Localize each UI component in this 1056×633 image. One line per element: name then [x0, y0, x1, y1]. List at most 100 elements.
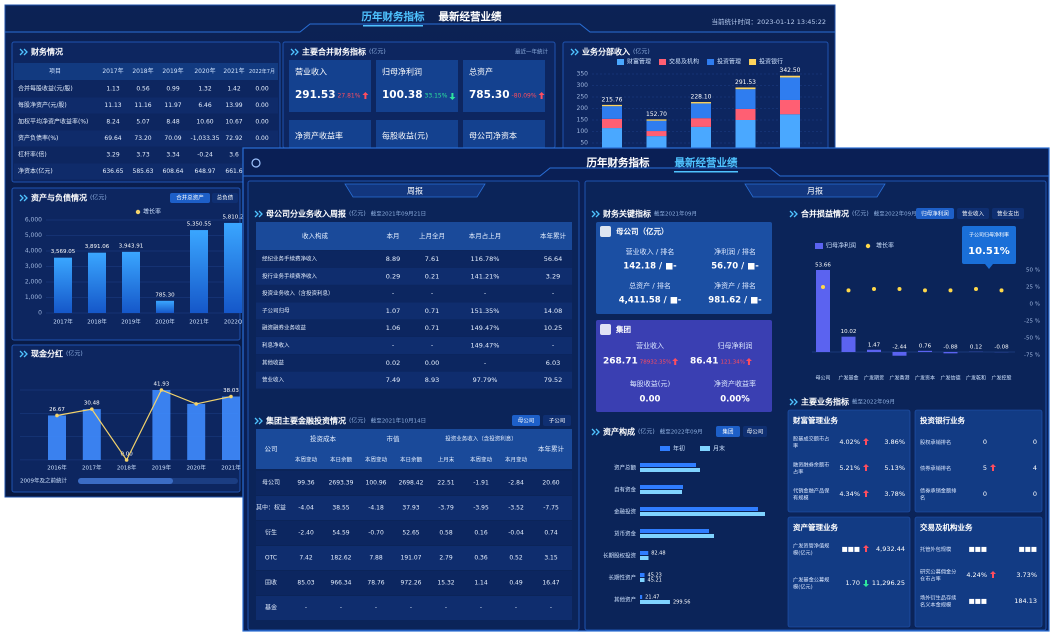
table-cell: 15.32	[437, 580, 454, 587]
kpi-value: 100.38	[382, 89, 423, 101]
panel-title: 主要合并财务指标	[302, 47, 366, 57]
table-cell: -	[431, 342, 434, 350]
table-cell: -	[515, 605, 517, 612]
table-cell: 585.63	[133, 168, 154, 175]
data-label: 45.21	[648, 578, 662, 584]
business-label: 债券承销排名	[920, 464, 951, 472]
table-row	[14, 147, 278, 163]
bar	[187, 403, 206, 460]
business-card-title: 财富管理业务	[792, 415, 838, 425]
panel-title: 母公司分业务收入周报	[266, 209, 346, 219]
data-label: 228.10	[691, 94, 712, 101]
legend-label: 月末	[713, 445, 725, 453]
table-cell: 79.52	[544, 376, 563, 384]
panel-date: 截至2022年09月	[874, 210, 917, 218]
tab-underline	[363, 25, 423, 27]
metric-label: 归母净利润	[718, 341, 753, 350]
panel-title: 资产构成	[603, 427, 635, 437]
metric-value: 56.70 / ■-	[711, 262, 759, 272]
table-cell: 73.20	[134, 135, 151, 142]
x-tick-label: 广发控股	[991, 375, 1011, 382]
title-icon	[789, 210, 798, 218]
tab-button[interactable]	[170, 193, 210, 203]
tab[interactable]: 历年财务指标	[362, 10, 425, 23]
x-tick-label: 2019年	[152, 464, 172, 472]
data-label: 3,943.91	[119, 243, 144, 249]
table-cell: 0.00	[255, 86, 269, 93]
data-label: 342.50	[780, 67, 801, 74]
tab-button[interactable]	[512, 415, 540, 426]
business-current: 0	[983, 438, 987, 446]
table-cell: -	[445, 605, 447, 612]
arrow-up	[863, 545, 869, 552]
line-point	[55, 413, 59, 418]
table-cell: 69.64	[104, 135, 121, 142]
bar	[640, 551, 649, 555]
table-cell: 基金	[265, 604, 277, 612]
bar-segment	[646, 119, 667, 121]
tab-button[interactable]	[957, 208, 989, 219]
table-cell: 1.06	[386, 324, 400, 332]
table-cell: 11.13	[104, 102, 121, 109]
table-cell: 1.32	[198, 86, 212, 93]
table-cell: 0.58	[439, 530, 453, 537]
table-cell: -	[552, 342, 555, 350]
table-cell: 72.92	[225, 135, 242, 142]
table-header-cell: 投资成本	[310, 434, 337, 443]
data-label: 53.66	[815, 263, 831, 269]
table-cell: 7.61	[425, 255, 439, 263]
table-header-cell: 本年累计	[540, 231, 567, 240]
table-cell: 0.36	[474, 555, 488, 562]
tab[interactable]: 最新经营业绩	[439, 10, 502, 23]
bar	[918, 350, 932, 352]
bar	[640, 600, 670, 604]
y-tick-label: 150	[577, 117, 589, 124]
tab-button[interactable]	[743, 426, 767, 437]
panel-date: 截至2022年09月	[660, 428, 703, 436]
table-cell: 3.15	[544, 555, 558, 562]
panel-date: 截至2021年10月14日	[371, 417, 427, 425]
table-cell: 116.78%	[471, 255, 500, 263]
kpi-change: 33.15%	[425, 93, 448, 100]
tab-label: 母公司	[747, 429, 764, 436]
bar	[640, 573, 645, 577]
panel-title: 集团主要金融投资情况	[265, 416, 346, 426]
x-tick-label: 2020年	[155, 318, 175, 326]
tab-button[interactable]	[716, 426, 740, 437]
table-cell: 0.71	[425, 324, 439, 332]
tab[interactable]: 历年财务指标	[587, 156, 650, 169]
table-cell: 38.55	[332, 505, 349, 512]
table-cell: 5.07	[136, 119, 150, 126]
title-icon	[19, 350, 28, 358]
table-cell: 99.36	[297, 480, 314, 487]
table-cell: -	[550, 605, 552, 612]
table-header-cell: 本日余额	[400, 456, 423, 464]
bar-segment	[735, 108, 756, 120]
data-label: 41.93	[154, 382, 170, 388]
tab-button[interactable]	[916, 208, 954, 219]
arrow-up	[362, 92, 369, 99]
tab[interactable]: 最新经营业绩	[675, 156, 738, 169]
metric-label: 净利润 / 排名	[714, 247, 756, 256]
data-label: 5,810.2	[223, 214, 244, 220]
table-header-cell: 项目	[49, 68, 61, 75]
refresh-icon[interactable]	[251, 158, 261, 168]
line-point	[229, 394, 233, 399]
table-cell: 20.60	[542, 480, 559, 487]
x-tick-label: 2018年	[87, 318, 107, 326]
y-tick-label: 金融投资	[614, 508, 637, 516]
arrow-down	[863, 580, 869, 587]
tab-button[interactable]	[992, 208, 1024, 219]
x-tick-label: 2020年	[186, 464, 206, 472]
tab-button[interactable]	[543, 415, 571, 426]
slider-thumb[interactable]	[78, 478, 173, 484]
table-cell: 648.97	[195, 168, 216, 175]
business-previous: 4,932.44	[876, 545, 905, 553]
data-label: 152.70	[646, 111, 667, 118]
tab-button[interactable]	[212, 193, 238, 203]
line-point	[90, 407, 94, 411]
metric-label: 营业收入 / 排名	[626, 247, 675, 256]
table-header-cell: 2022年7月	[249, 68, 275, 75]
table-cell: 14.08	[544, 307, 563, 315]
